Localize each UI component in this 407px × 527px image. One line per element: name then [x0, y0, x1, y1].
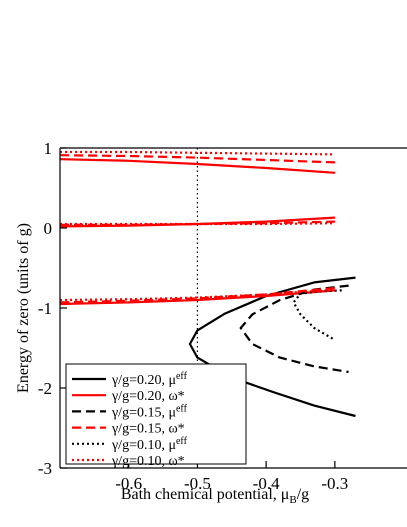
series-line-5 — [239, 284, 349, 374]
series-line-10 — [60, 150, 335, 156]
legend-label: γ/g=0.10, ω* — [111, 454, 185, 469]
series-layer — [60, 150, 356, 418]
series-line-4 — [60, 289, 335, 306]
y-tick-label: -2 — [38, 379, 52, 398]
legend-label: γ/g=0.20, μeff — [111, 371, 188, 388]
y-tick-label: 1 — [44, 139, 53, 158]
series-line-1 — [188, 276, 356, 418]
series-line-9 — [292, 289, 342, 341]
y-tick-label: -3 — [38, 459, 52, 478]
x-axis-label: Bath chemical potential, μB/g — [121, 486, 309, 506]
legend-label: γ/g=0.10, μeff — [111, 436, 188, 453]
x-tick-label: -0.4 — [253, 474, 280, 493]
series-line-2 — [60, 158, 335, 174]
series-line-12 — [60, 288, 335, 302]
series-line-11 — [60, 222, 335, 226]
legend-label: γ/g=0.20, ω* — [111, 389, 185, 404]
y-axis-label: Energy of zero (units of g) — [15, 223, 32, 393]
legend-box — [65, 363, 247, 465]
x-tick-label: -0.3 — [321, 474, 348, 493]
x-tick-label: -0.5 — [184, 474, 211, 493]
y-tick-label: 0 — [44, 219, 53, 238]
series-line-6 — [60, 154, 335, 164]
series-line-8 — [60, 286, 336, 304]
y-tick-label: -1 — [38, 299, 52, 318]
legend-label: γ/g=0.15, μeff — [111, 403, 188, 420]
legend-label: γ/g=0.15, ω* — [111, 422, 185, 437]
x-tick-label: -0.6 — [115, 474, 142, 493]
